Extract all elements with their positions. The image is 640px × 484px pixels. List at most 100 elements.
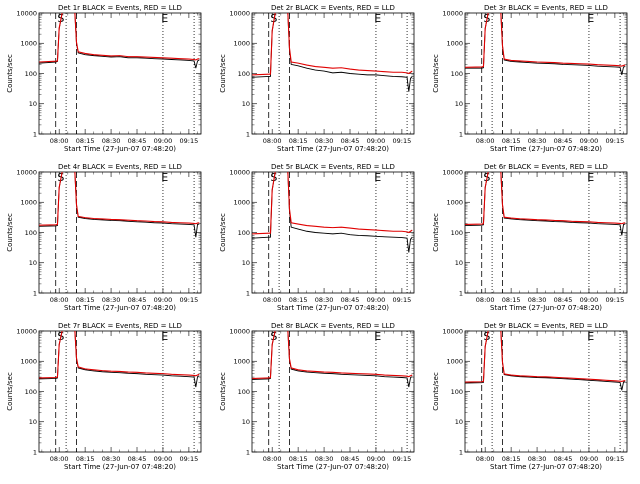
x-tick-label: 09:00 [580, 137, 599, 145]
plot-frame [464, 12, 628, 135]
y-tick-label: 10 [242, 100, 250, 108]
chart-title: Det 7r BLACK = Events, RED = LLD [58, 322, 182, 330]
series-line-lld [465, 331, 626, 383]
x-axis-label: Start Time (27-Jun-07 07:48:20) [64, 145, 176, 153]
marker-e: E [374, 330, 381, 343]
x-tick-label: 08:45 [554, 137, 573, 145]
x-axis-label: Start Time (27-Jun-07 07:48:20) [64, 463, 176, 471]
y-tick-label: 10 [29, 100, 37, 108]
x-tick-label: 08:30 [315, 455, 334, 463]
x-tick-label: 08:30 [315, 296, 334, 304]
x-tick-label: 08:15 [76, 137, 95, 145]
chart-panel-6: Det 6r BLACK = Events, RED = LLD 1 10 100 10… [432, 163, 628, 312]
chart-panel-8: Det 8r BLACK = Events, RED = LLD 1 10 100 10… [219, 322, 415, 471]
y-tick-label: 100 [451, 229, 463, 237]
series-group [465, 13, 626, 75]
x-tick-label: 08:00 [50, 455, 69, 463]
plot-frame [251, 12, 415, 135]
x-tick-label: 08:00 [50, 137, 69, 145]
y-axis-label: Counts/sec [219, 54, 227, 93]
x-axis-label: Start Time (27-Jun-07 07:48:20) [277, 304, 389, 312]
x-tick-label: 08:30 [102, 455, 121, 463]
x-tick-label: 08:15 [289, 137, 308, 145]
y-tick-label: 10 [455, 100, 463, 108]
chart-title: Det 9r BLACK = Events, RED = LLD [484, 322, 608, 330]
y-tick-label: 1000 [20, 199, 37, 207]
x-tick-label: 09:00 [367, 455, 386, 463]
chart-title: Det 5r BLACK = Events, RED = LLD [271, 163, 395, 171]
y-tick-label: 10000 [442, 327, 463, 335]
x-tick-label: 08:15 [502, 137, 521, 145]
y-tick-label: 1000 [446, 199, 463, 207]
x-tick-label: 09:00 [580, 455, 599, 463]
y-tick-label: 1 [33, 289, 37, 297]
series-group [465, 331, 626, 391]
marker-e: E [161, 171, 168, 184]
y-tick-label: 100 [238, 388, 250, 396]
y-tick-label: 10000 [442, 168, 463, 176]
series-group [252, 13, 413, 92]
series-line-lld [252, 331, 413, 379]
x-tick-label: 08:15 [502, 455, 521, 463]
x-tick-label: 08:15 [289, 296, 308, 304]
x-axis-label: Start Time (27-Jun-07 07:48:20) [490, 463, 602, 471]
x-axis-label: Start Time (27-Jun-07 07:48:20) [277, 463, 389, 471]
y-tick-label: 1 [459, 289, 463, 297]
x-tick-label: 09:00 [580, 296, 599, 304]
x-tick-label: 08:00 [50, 296, 69, 304]
series-group [465, 172, 626, 236]
chart-panel-7: Det 7r BLACK = Events, RED = LLD 1 10 100 10… [6, 322, 202, 471]
y-tick-label: 1 [246, 289, 250, 297]
chart-title: Det 4r BLACK = Events, RED = LLD [58, 163, 182, 171]
series-line-events [252, 331, 413, 388]
y-tick-label: 1000 [446, 358, 463, 366]
x-tick-label: 09:15 [606, 455, 625, 463]
y-axis-label: Counts/sec [219, 372, 227, 411]
y-tick-label: 10000 [229, 9, 250, 17]
y-tick-label: 1000 [233, 358, 250, 366]
y-tick-label: 100 [451, 70, 463, 78]
plot-frame [464, 171, 628, 294]
y-tick-label: 10 [29, 418, 37, 426]
chart-panel-1: Det 1r BLACK = Events, RED = LLD 1 10 100 10… [6, 4, 202, 153]
y-axis-label: Counts/sec [219, 213, 227, 252]
y-tick-label: 10 [242, 259, 250, 267]
y-tick-label: 100 [25, 70, 37, 78]
x-tick-label: 08:45 [341, 296, 360, 304]
x-axis-label: Start Time (27-Jun-07 07:48:20) [490, 145, 602, 153]
y-tick-label: 10000 [16, 327, 37, 335]
y-tick-label: 10000 [229, 327, 250, 335]
y-tick-label: 1 [459, 448, 463, 456]
x-tick-label: 08:15 [289, 455, 308, 463]
plot-frame [251, 330, 415, 453]
x-tick-label: 09:00 [367, 296, 386, 304]
series-line-events [465, 13, 626, 75]
y-tick-label: 1 [459, 130, 463, 138]
series-line-events [465, 331, 626, 391]
x-tick-label: 09:00 [367, 137, 386, 145]
x-tick-label: 08:30 [102, 296, 121, 304]
series-line-events [39, 13, 200, 69]
marker-e: E [374, 12, 381, 25]
y-axis-label: Counts/sec [432, 213, 440, 252]
chart-title: Det 2r BLACK = Events, RED = LLD [271, 4, 395, 12]
x-tick-label: 08:00 [263, 455, 282, 463]
y-tick-label: 10000 [229, 168, 250, 176]
y-tick-label: 1000 [233, 199, 250, 207]
y-tick-label: 10 [455, 259, 463, 267]
y-tick-label: 10000 [16, 168, 37, 176]
series-line-lld [252, 172, 413, 235]
x-tick-label: 09:15 [606, 296, 625, 304]
series-line-lld [252, 13, 413, 76]
x-tick-label: 08:00 [476, 455, 495, 463]
y-tick-label: 10 [29, 259, 37, 267]
marker-e: E [587, 330, 594, 343]
chart-panel-5: Det 5r BLACK = Events, RED = LLD 1 10 100 10… [219, 163, 415, 312]
x-tick-label: 08:45 [128, 137, 147, 145]
marker-e: E [374, 171, 381, 184]
chart-title: Det 1r BLACK = Events, RED = LLD [58, 4, 182, 12]
y-tick-label: 10 [242, 418, 250, 426]
chart-panel-3: Det 3r BLACK = Events, RED = LLD 1 10 100 10… [432, 4, 628, 153]
series-group [252, 331, 413, 388]
